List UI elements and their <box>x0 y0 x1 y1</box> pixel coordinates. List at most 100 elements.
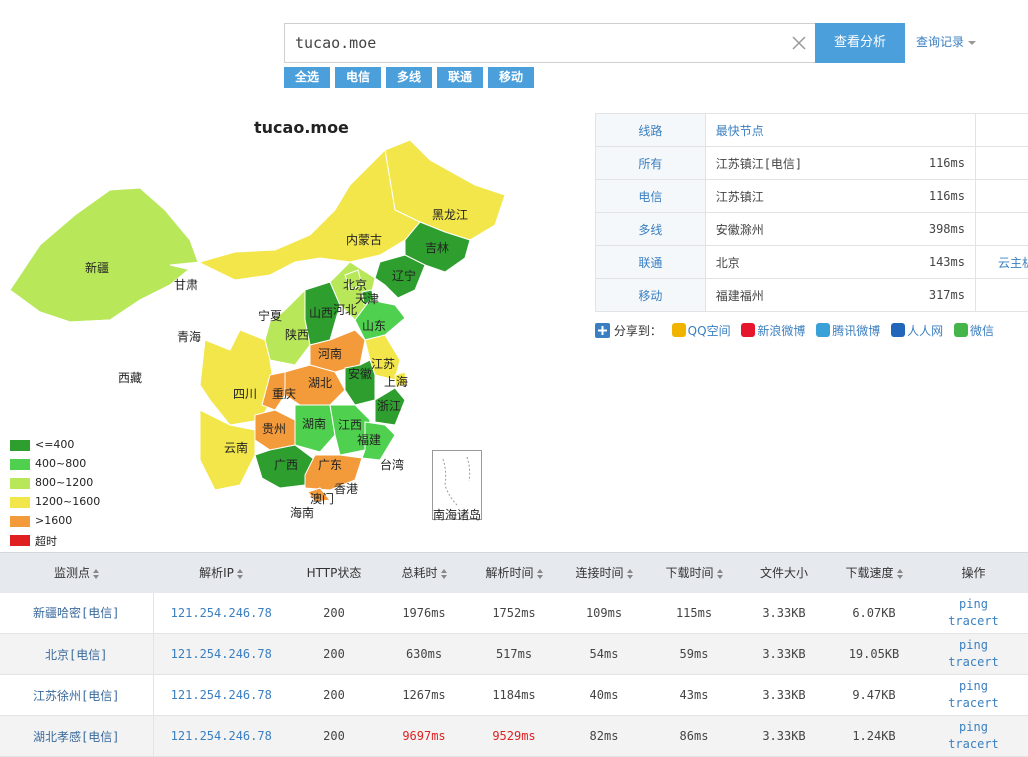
row-connect: 82ms <box>559 716 649 757</box>
ping-link[interactable]: ping <box>919 678 1028 695</box>
filter-all-button[interactable]: 全选 <box>284 67 330 88</box>
map-region-sichuan <box>200 330 275 425</box>
col-ops-label: 操作 <box>961 566 985 580</box>
ping-link[interactable]: ping <box>919 637 1028 654</box>
sort-icon <box>441 569 447 579</box>
col-status-label: HTTP状态 <box>307 566 362 580</box>
row-ip[interactable]: 121.254.246.78 <box>153 634 289 675</box>
label-anhui: 安徽 <box>348 366 372 381</box>
analyze-button[interactable]: 查看分析 <box>815 23 905 63</box>
label-guangdong: 广东 <box>318 458 342 472</box>
row-speed: 6.07KB <box>829 593 919 634</box>
legend-swatch <box>10 535 30 546</box>
row-ip[interactable]: 121.254.246.78 <box>153 675 289 716</box>
col-total-header[interactable]: 总耗时 <box>379 553 469 593</box>
row-resolve: 517ms <box>469 634 559 675</box>
tracert-link[interactable]: tracert <box>919 613 1028 630</box>
close-icon[interactable] <box>789 33 809 53</box>
filter-telecom-button[interactable]: 电信 <box>335 67 381 88</box>
fastest-line: 移动 <box>596 279 706 312</box>
col-speed-header[interactable]: 下载速度 <box>829 553 919 593</box>
ping-link[interactable]: ping <box>919 596 1028 613</box>
row-download: 59ms <box>649 634 739 675</box>
col-node-label: 监测点 <box>54 566 90 580</box>
filter-multiline-button[interactable]: 多线 <box>386 67 432 88</box>
share-weibo-link[interactable]: 新浪微博 <box>741 322 805 339</box>
fastest-node: 北京 <box>716 256 740 270</box>
row-size: 3.33KB <box>739 675 829 716</box>
col-node-header[interactable]: 监测点 <box>0 553 153 593</box>
fastest-time: 317ms <box>929 288 965 302</box>
share-bar: 分享到： QQ空间 新浪微博 腾讯微博 人人网 微信 <box>595 322 1001 339</box>
filter-unicom-button[interactable]: 联通 <box>437 67 483 88</box>
label-zhejiang: 浙江 <box>377 399 401 413</box>
label-hebei: 河北 <box>333 303 357 317</box>
row-total: 1976ms <box>379 593 469 634</box>
ping-link[interactable]: ping <box>919 719 1028 736</box>
col-size-header: 文件大小 <box>739 553 829 593</box>
row-ip[interactable]: 121.254.246.78 <box>153 593 289 634</box>
col-connect-header[interactable]: 连接时间 <box>559 553 649 593</box>
fastest-line: 多线 <box>596 213 706 246</box>
sort-icon <box>897 569 903 579</box>
row-node: 北京[电信] <box>0 634 153 675</box>
search-input[interactable]: tucao.moe <box>295 24 775 62</box>
fastest-node: 江苏镇江 <box>716 190 764 204</box>
tracert-link[interactable]: tracert <box>919 654 1028 671</box>
label-shanxi: 山西 <box>309 306 333 320</box>
fastest-extra-link[interactable]: 云主机 <box>975 246 1028 279</box>
row-resolve: 1184ms <box>469 675 559 716</box>
fastest-extra <box>975 147 1028 180</box>
share-renren-link[interactable]: 人人网 <box>891 322 943 339</box>
legend-swatch <box>10 478 30 489</box>
row-status: 200 <box>289 675 379 716</box>
row-speed: 9.47KB <box>829 675 919 716</box>
label-ningxia: 宁夏 <box>258 308 282 323</box>
share-wechat-label: 微信 <box>970 324 994 338</box>
row-size: 3.33KB <box>739 634 829 675</box>
fastest-line: 联通 <box>596 246 706 279</box>
filter-mobile-button[interactable]: 移动 <box>488 67 534 88</box>
results-table: 监测点 解析IP HTTP状态 总耗时 解析时间 连接时间 下载时间 文件大小 … <box>0 552 1028 757</box>
weibo-icon <box>741 323 755 337</box>
row-size: 3.33KB <box>739 593 829 634</box>
col-resolve-header[interactable]: 解析时间 <box>469 553 559 593</box>
search-box[interactable]: tucao.moe <box>284 23 816 63</box>
sort-icon <box>93 569 99 579</box>
fastest-header-node: 最快节点 <box>705 114 975 147</box>
fastest-row: 所有 江苏镇江[电信]116ms <box>596 147 1028 180</box>
tracert-link[interactable]: tracert <box>919 736 1028 753</box>
label-shanghai: 上海 <box>384 374 408 389</box>
legend-label: 超时 <box>35 533 57 549</box>
col-total-label: 总耗时 <box>401 566 437 580</box>
fastest-header-node-label: 最快节点 <box>716 124 764 138</box>
share-tencent-weibo-link[interactable]: 腾讯微博 <box>816 322 880 339</box>
fastest-header-line: 线路 <box>596 114 706 147</box>
share-wechat-link[interactable]: 微信 <box>954 322 994 339</box>
col-download-header[interactable]: 下载时间 <box>649 553 739 593</box>
caret-down-icon <box>968 41 976 45</box>
share-qzone-link[interactable]: QQ空间 <box>672 322 731 339</box>
col-ip-label: 解析IP <box>199 566 234 580</box>
label-fujian: 福建 <box>357 432 381 447</box>
row-ip[interactable]: 121.254.246.78 <box>153 716 289 757</box>
fastest-time: 398ms <box>929 222 965 236</box>
col-download-label: 下载时间 <box>665 566 713 580</box>
wechat-icon <box>954 323 968 337</box>
col-ip-header[interactable]: 解析IP <box>153 553 289 593</box>
history-dropdown[interactable]: 查询记录 <box>916 33 976 50</box>
fastest-line: 所有 <box>596 147 706 180</box>
share-renren-label: 人人网 <box>907 324 943 338</box>
legend-swatch <box>10 497 30 508</box>
fastest-header-row: 线路 最快节点 <box>596 114 1028 147</box>
label-shaanxi: 陕西 <box>285 327 309 342</box>
row-node: 江苏徐州[电信] <box>0 675 153 716</box>
col-speed-label: 下载速度 <box>845 566 893 580</box>
tracert-link[interactable]: tracert <box>919 695 1028 712</box>
